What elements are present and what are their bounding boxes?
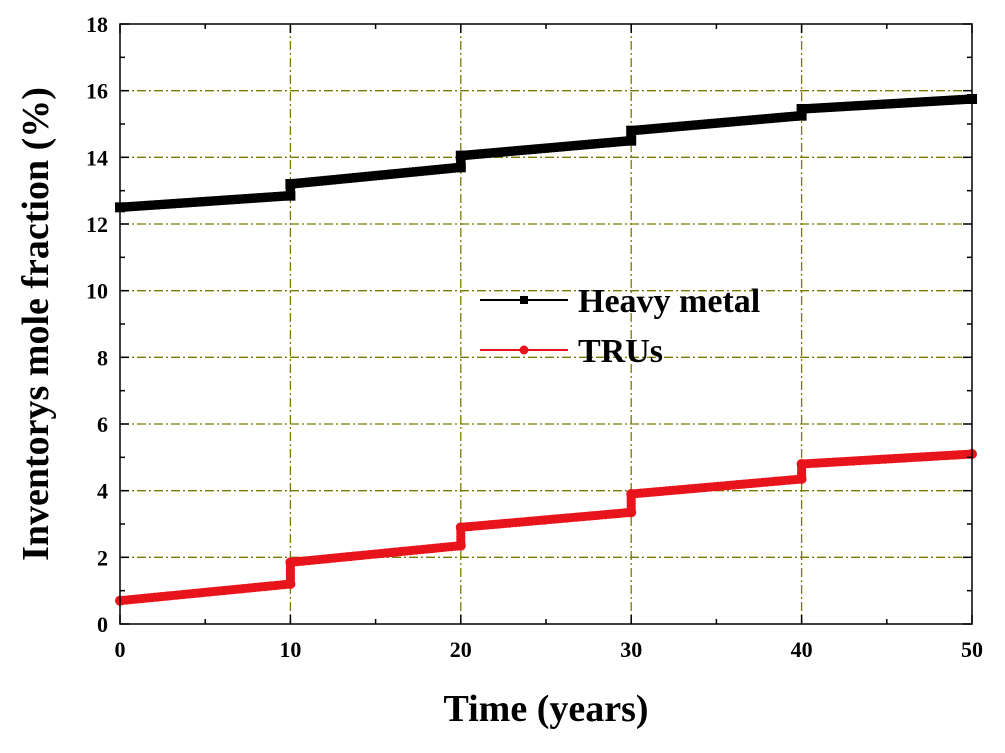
data-point [796,474,807,484]
y-tick-label: 10 [86,279,108,304]
y-tick-label: 6 [97,412,108,437]
data-point [285,579,296,589]
data-point [455,540,466,551]
data-point [796,459,807,469]
y-tick-label: 4 [97,479,108,504]
x-tick-label: 50 [961,637,983,662]
series-heavy-metal [115,94,977,213]
series-trus [115,449,977,606]
legend-marker [519,345,529,355]
data-point [796,104,807,114]
axis-ticks [119,23,973,625]
y-tick-label: 14 [86,145,108,170]
x-tick-label: 30 [620,637,642,662]
x-tick-label: 40 [791,637,813,662]
x-tick-label: 0 [115,637,126,662]
data-point [285,179,296,189]
legend-label: TRUs [578,333,663,370]
x-axis-title: Time (years) [443,688,648,730]
legend-item: TRUs [480,333,663,370]
legend-label: Heavy metal [578,283,760,320]
y-axis-title: Inventorys mole fraction (%) [15,87,57,561]
data-point [626,489,637,499]
y-tick-labels: 0 2 4 6 8 10 12 14 16 18 [86,12,108,637]
legend-item: Heavy metal [480,283,760,320]
y-tick-label: 12 [86,212,108,237]
y-tick-label: 0 [97,612,108,637]
data-point [455,162,466,173]
y-tick-label: 2 [97,545,108,570]
data-point [796,110,807,121]
data-point [626,507,637,518]
grid [120,24,972,624]
data-point [285,190,296,201]
data-point [455,522,466,533]
data-point [285,557,296,568]
y-tick-label: 18 [86,12,108,37]
x-tick-label: 20 [450,637,472,662]
legend-marker [520,296,528,304]
legend: Heavy metal TRUs [480,283,760,370]
data-point [626,135,637,146]
y-tick-label: 8 [97,345,108,370]
data-point [455,150,466,161]
series-group [115,94,977,606]
data-point [626,125,637,136]
x-tick-label: 10 [279,637,301,662]
x-tick-labels: 0 10 20 30 40 50 [115,637,984,662]
y-tick-label: 16 [86,79,108,104]
